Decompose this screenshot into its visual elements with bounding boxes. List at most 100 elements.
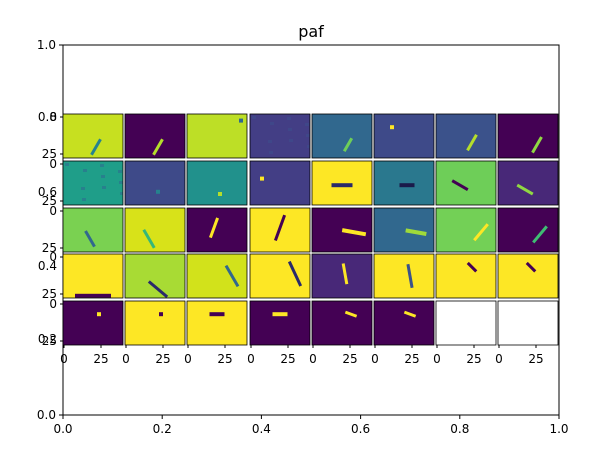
panel-feature	[399, 183, 415, 188]
panel-feature	[531, 136, 543, 154]
panel-feature-group	[406, 263, 414, 289]
panel-feature	[97, 312, 101, 317]
panel-feature-group	[341, 228, 367, 237]
heatmap-panel	[62, 160, 124, 206]
heatmap-panel	[497, 207, 559, 253]
panel-frame	[373, 160, 435, 206]
panel-feature	[147, 280, 169, 298]
heatmap-panel	[186, 207, 248, 253]
panel-feature-group	[531, 136, 543, 154]
panel-background	[125, 301, 185, 345]
panel-background	[498, 114, 558, 158]
heatmap-panel	[62, 207, 124, 253]
panel-feature	[288, 128, 292, 131]
panel-feature	[159, 312, 163, 317]
panel-x-tick-label: 0	[60, 352, 68, 366]
panel-feature-group	[331, 183, 353, 188]
heatmap-panel	[435, 207, 497, 253]
panel-feature	[65, 163, 69, 166]
panel-frame	[311, 207, 373, 253]
panel-feature	[451, 179, 469, 191]
panel-feature	[473, 223, 489, 242]
heatmap-panel	[373, 160, 435, 206]
panel-feature-group	[466, 261, 478, 273]
heatmap-panel	[311, 160, 373, 206]
panel-feature	[305, 123, 309, 126]
panel-feature	[82, 198, 86, 201]
panel-column-labels: 0 25 0 25 0 25 0 25 0 25 0 25 0 25 0 25	[60, 345, 544, 366]
heatmap-panel	[62, 253, 124, 299]
panel-feature	[466, 134, 478, 152]
panel-frame	[62, 113, 124, 159]
panel-background	[187, 114, 247, 158]
panel-frame	[497, 253, 559, 299]
panel-frame	[62, 300, 124, 346]
panel-background	[63, 254, 123, 298]
panel-feature	[209, 312, 225, 317]
outer-y-overlap-label: 0.2	[38, 332, 57, 346]
panel-background	[498, 161, 558, 205]
panel-feature-group	[159, 312, 163, 317]
panel-y-tick-label: 25	[42, 334, 57, 348]
panel-background	[436, 301, 496, 345]
panel-x-tick-label: 25	[528, 352, 543, 366]
panel-frame	[249, 113, 311, 159]
panel-feature-group	[260, 176, 264, 181]
panel-background	[187, 208, 247, 252]
heatmap-panel	[62, 300, 124, 346]
heatmap-panel	[186, 113, 248, 159]
panel-x-tick-label: 0	[247, 352, 255, 366]
panel-feature	[102, 186, 106, 189]
panel-feature-group	[342, 137, 354, 153]
panel-y-tick-label: 0	[49, 110, 57, 124]
panel-x-tick-label: 0	[371, 352, 379, 366]
panel-y-tick-label: 0	[49, 297, 57, 311]
panel-background	[436, 114, 496, 158]
heatmap-panel	[497, 253, 559, 299]
panel-feature-group	[156, 189, 160, 194]
panel-feature	[525, 261, 537, 273]
panel-frame	[435, 253, 497, 299]
panel-x-tick-label: 25	[155, 352, 170, 366]
panel-background	[187, 301, 247, 345]
panel-feature	[218, 192, 222, 196]
heatmap-panel	[435, 253, 497, 299]
panel-feature	[119, 181, 123, 184]
heatmap-panel	[186, 300, 248, 346]
heatmap-panel	[373, 300, 435, 346]
panel-feature-group	[65, 163, 123, 201]
panel-frame	[186, 253, 248, 299]
panel-feature-group	[97, 312, 101, 317]
panel-frame	[249, 300, 311, 346]
panel-x-tick-label: 25	[217, 352, 232, 366]
heatmap-panel	[435, 113, 497, 159]
heatmap-panel	[249, 113, 311, 159]
panel-feature	[118, 170, 122, 173]
panel-frame	[373, 253, 435, 299]
panel-frame	[435, 207, 497, 253]
heatmap-panel	[373, 253, 435, 299]
panel-feature	[307, 145, 310, 148]
panel-background	[187, 254, 247, 298]
panel-feature	[83, 169, 87, 172]
panel-feature	[156, 189, 160, 194]
chart-title: paf	[298, 22, 324, 41]
panel-background	[436, 254, 496, 298]
panel-background	[125, 161, 185, 205]
outer-x-tick-label: 1.0	[549, 422, 568, 436]
heatmap-panel	[124, 113, 186, 159]
panel-feature	[84, 230, 96, 248]
panel-frame	[311, 300, 373, 346]
heatmap-panel	[497, 113, 559, 159]
heatmap-panel	[186, 160, 248, 206]
panel-y-tick-label: 0	[49, 157, 57, 171]
panel-feature	[406, 263, 414, 289]
panel-feature-group	[341, 263, 349, 285]
panel-background	[250, 301, 310, 345]
panel-feature-group	[209, 312, 225, 317]
panel-feature	[208, 217, 220, 239]
panel-frame	[124, 160, 186, 206]
panel-background	[125, 208, 185, 252]
panel-feature-group	[75, 293, 111, 298]
